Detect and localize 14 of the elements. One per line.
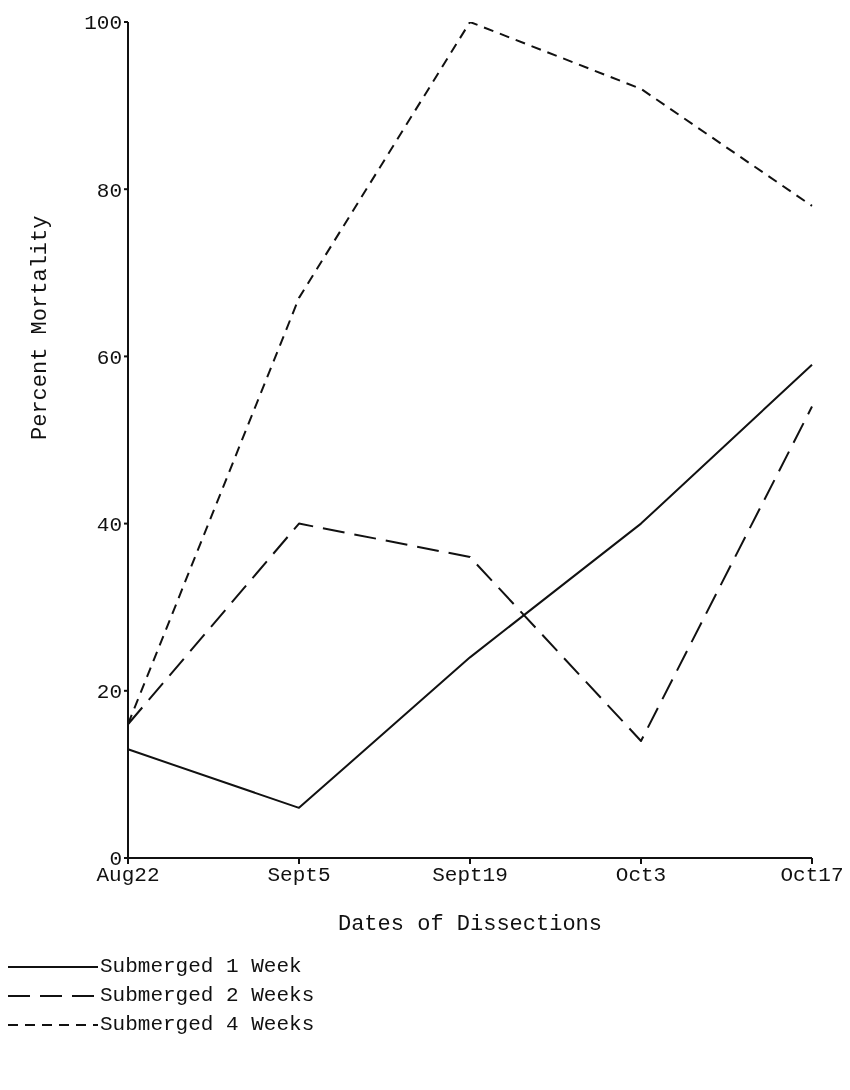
x-tick-label: Oct17 [780,863,844,887]
y-tick-label: 100 [84,12,122,36]
legend-label: Submerged 2 Weeks [100,984,315,1007]
x-axis-title: Dates of Dissections [337,912,603,937]
legend-label: Submerged 1 Week [100,955,302,978]
y-tick-label: 20 [96,681,122,705]
y-tick-label: 60 [96,346,122,370]
y-tick-label: 40 [96,514,122,538]
x-tick-label: Sept19 [432,863,508,887]
y-axis-title: Percent Mortality [27,215,53,440]
y-tick-label: 80 [96,179,122,203]
x-tick-label: Oct3 [615,863,667,887]
legend-label: Submerged 4 Weeks [100,1013,315,1036]
x-tick-label: Sept5 [267,863,331,887]
